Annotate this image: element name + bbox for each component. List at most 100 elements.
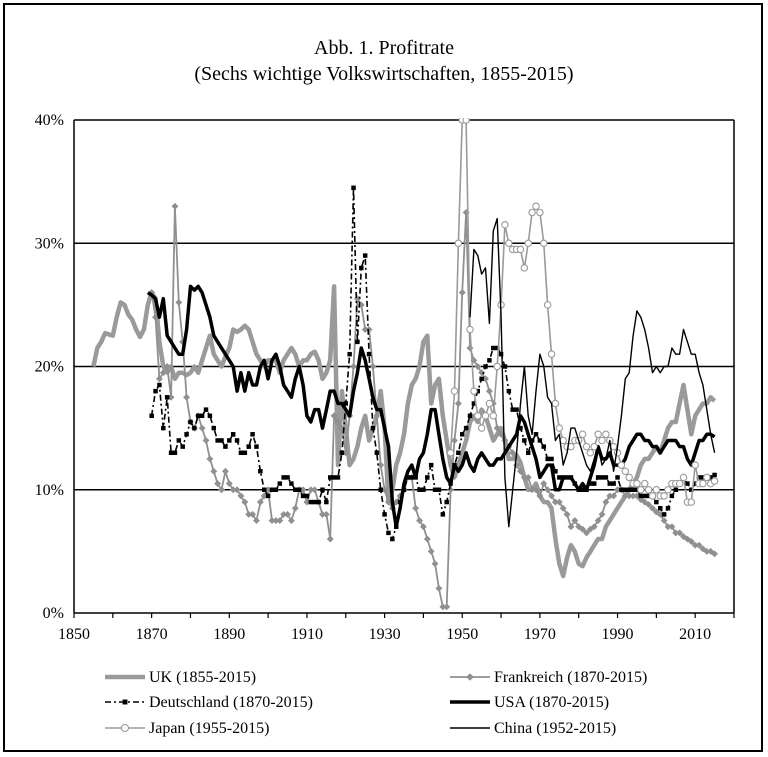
data-point — [506, 388, 512, 394]
axes — [73, 120, 735, 614]
data-point — [660, 492, 668, 500]
data-point — [436, 487, 442, 492]
data-point — [164, 395, 170, 400]
data-point — [563, 510, 571, 518]
data-point — [712, 472, 717, 478]
data-point — [591, 481, 597, 486]
data-point — [642, 493, 647, 499]
data-point — [675, 479, 684, 488]
data-point — [217, 486, 226, 494]
data-point — [575, 523, 583, 531]
data-point — [471, 401, 477, 406]
x-tick-label: 1850 — [58, 626, 90, 643]
data-point — [571, 517, 579, 525]
data-point — [188, 419, 193, 425]
x-tick-label: 1950 — [446, 626, 478, 643]
data-point — [386, 530, 391, 536]
data-point — [311, 486, 319, 494]
data-point — [687, 537, 695, 546]
data-point — [669, 493, 675, 499]
data-point — [225, 480, 233, 488]
data-point — [679, 473, 688, 482]
data-point — [349, 362, 358, 371]
data-point — [261, 487, 267, 492]
data-point — [440, 512, 446, 517]
data-point — [626, 487, 632, 492]
data-point — [652, 508, 660, 516]
data-point — [390, 536, 395, 542]
data-point — [645, 500, 653, 509]
data-point — [183, 393, 191, 401]
data-point — [370, 425, 376, 431]
data-point — [351, 185, 356, 191]
data-point — [648, 504, 657, 512]
data-point — [696, 475, 702, 480]
data-point — [273, 487, 279, 492]
data-point — [474, 412, 482, 420]
data-point — [532, 486, 540, 494]
data-point — [621, 467, 630, 476]
data-point — [293, 487, 298, 492]
data-point — [195, 413, 201, 419]
data-point — [374, 450, 380, 456]
legend: UK (1855-2015) Frankreich (1870-2015) Deut… — [105, 669, 647, 737]
data-point — [637, 485, 645, 494]
x-tick-label: 1990 — [602, 626, 634, 643]
data-point — [640, 479, 649, 488]
data-point — [281, 475, 286, 480]
data-point — [641, 498, 649, 506]
legend-item: China (1952-2015) — [450, 720, 616, 737]
y-tick-label: 40% — [35, 112, 64, 129]
data-point — [172, 450, 178, 456]
data-point — [509, 449, 517, 457]
data-point — [582, 442, 591, 451]
data-point — [524, 239, 532, 248]
data-point — [648, 492, 657, 500]
data-point — [316, 499, 321, 505]
data-point — [594, 517, 602, 525]
data-point — [710, 477, 719, 485]
data-point — [602, 430, 610, 439]
data-point — [287, 517, 295, 525]
data-point — [446, 449, 455, 457]
data-point — [708, 475, 713, 480]
chart-title: Abb. 1. Profitrate — [314, 37, 454, 59]
data-point — [633, 479, 641, 488]
data-point — [252, 517, 261, 525]
legend-marker — [466, 673, 474, 681]
data-point — [533, 432, 539, 437]
data-point — [610, 492, 618, 500]
data-point — [175, 298, 183, 306]
data-point — [289, 481, 294, 486]
data-point — [153, 388, 158, 394]
data-point — [654, 499, 659, 505]
data-point — [221, 467, 229, 475]
data-point — [498, 351, 504, 357]
data-point — [646, 493, 651, 499]
data-point — [456, 450, 461, 456]
data-point — [691, 461, 699, 469]
data-point — [665, 505, 671, 511]
data-point — [168, 450, 174, 456]
data-point — [611, 481, 616, 486]
chart-subtitle: (Sechs wichtige Volkswirtschaften, 1855-… — [194, 63, 573, 85]
data-point — [477, 424, 486, 432]
data-point — [699, 479, 707, 488]
data-point — [265, 493, 271, 499]
data-point — [485, 399, 494, 408]
data-point — [234, 438, 240, 443]
data-point — [421, 487, 426, 492]
data-point — [334, 418, 342, 426]
data-point — [458, 288, 466, 297]
data-point — [516, 245, 525, 254]
legend-item: Deutschland (1870-2015) — [105, 694, 313, 711]
data-point — [660, 517, 668, 525]
data-point — [378, 487, 383, 492]
data-point — [700, 475, 706, 480]
data-point — [664, 485, 672, 494]
data-point — [689, 487, 694, 492]
data-point — [545, 456, 550, 462]
data-point — [450, 436, 459, 445]
y-axis-ticks: 0% 10% 20% 30% 40% — [35, 112, 64, 622]
data-point — [657, 505, 663, 511]
